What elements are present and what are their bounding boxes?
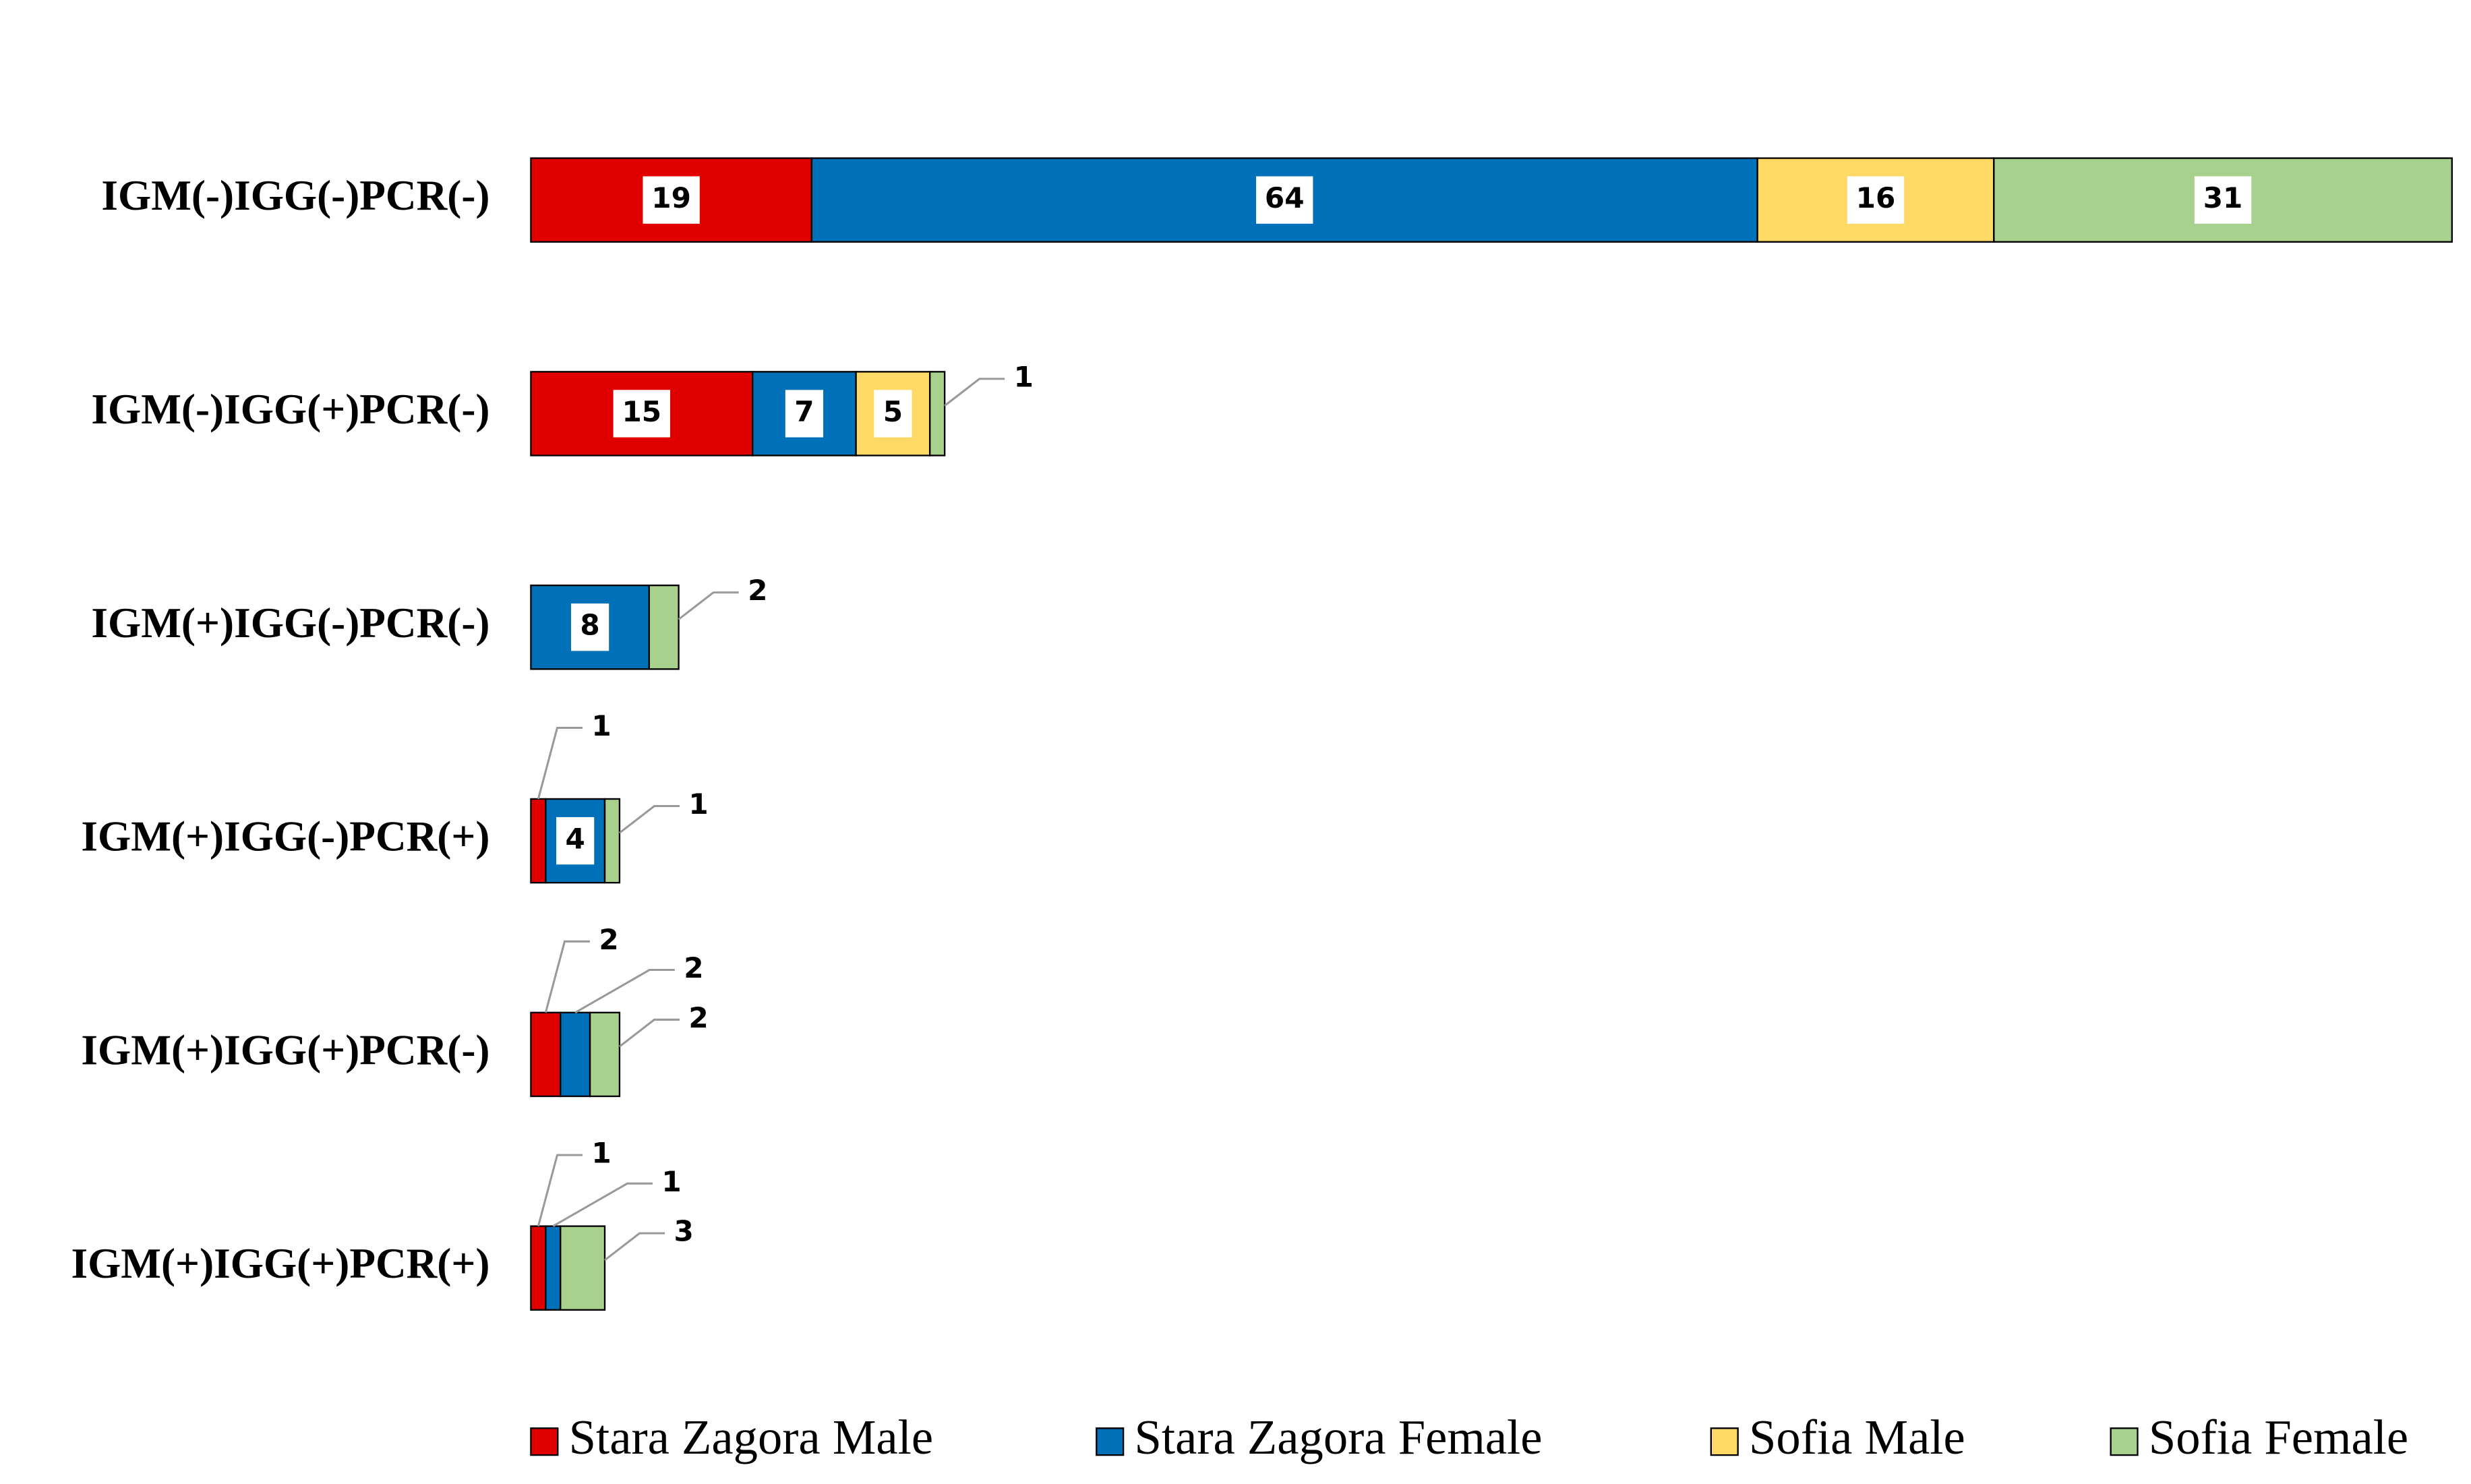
label-box bbox=[570, 603, 609, 651]
data-label: 1 bbox=[661, 1165, 681, 1198]
data-label: 2 bbox=[688, 1001, 708, 1034]
label-box bbox=[1256, 176, 1313, 224]
data-label: 2 bbox=[599, 923, 618, 956]
legend-swatch bbox=[1096, 1427, 1125, 1456]
data-label: 15 bbox=[622, 395, 661, 428]
label-box bbox=[874, 390, 912, 438]
data-label: 8 bbox=[580, 609, 599, 642]
bar-segment bbox=[560, 1225, 606, 1311]
category-label: IGM(-)IGG(-)PCR(-) bbox=[101, 172, 489, 219]
category-label: IGM(+)IGG(-)PCR(-) bbox=[91, 599, 489, 647]
label-box bbox=[613, 390, 670, 438]
legend-label: Sofia Male bbox=[1749, 1410, 1965, 1464]
data-label: 1 bbox=[688, 788, 708, 821]
data-label: 19 bbox=[651, 181, 691, 214]
legend-label: Stara Zagora Female bbox=[1135, 1410, 1543, 1464]
data-label: 16 bbox=[1856, 181, 1896, 214]
data-label: 1 bbox=[591, 709, 611, 742]
bar-segment bbox=[560, 1011, 591, 1098]
leader-line bbox=[574, 968, 675, 1014]
leader-line bbox=[552, 1182, 653, 1227]
label-box bbox=[785, 390, 824, 438]
bar-segment bbox=[589, 1011, 621, 1098]
label-box bbox=[2194, 176, 2252, 224]
leader-line bbox=[944, 378, 1005, 407]
data-label: 4 bbox=[566, 823, 585, 856]
data-label: 5 bbox=[883, 395, 903, 428]
leader-line bbox=[537, 727, 583, 800]
legend-swatch bbox=[2110, 1427, 2139, 1456]
data-label: 31 bbox=[2203, 181, 2243, 214]
leader-line bbox=[618, 804, 680, 834]
category-label: IGM(+)IGG(+)PCR(-) bbox=[81, 1026, 489, 1073]
label-box bbox=[556, 817, 595, 865]
category-label: IGM(+)IGG(-)PCR(+) bbox=[81, 813, 489, 860]
data-label: 3 bbox=[674, 1215, 693, 1248]
bar-segment bbox=[530, 1225, 547, 1311]
bar-segment bbox=[648, 584, 680, 670]
data-label: 2 bbox=[684, 951, 703, 984]
leader-line bbox=[618, 1018, 680, 1048]
bar-segment bbox=[545, 1225, 562, 1311]
leader-line bbox=[604, 1232, 665, 1262]
data-label: 64 bbox=[1265, 181, 1305, 214]
legend-label: Sofia Female bbox=[2149, 1410, 2408, 1464]
leader-line bbox=[544, 940, 590, 1013]
category-label: IGM(-)IGG(+)PCR(-) bbox=[91, 386, 489, 433]
data-label: 1 bbox=[1014, 360, 1034, 393]
legend-label: Stara Zagora Male bbox=[569, 1410, 933, 1464]
legend-swatch bbox=[1710, 1427, 1739, 1456]
data-label: 7 bbox=[794, 395, 814, 428]
bar-segment bbox=[603, 798, 621, 884]
category-label: IGM(+)IGG(+)PCR(+) bbox=[71, 1240, 489, 1287]
bar-segment bbox=[530, 1011, 562, 1098]
legend-swatch bbox=[530, 1427, 559, 1456]
bar-segment bbox=[530, 798, 547, 884]
bar-segment bbox=[929, 371, 946, 456]
label-box bbox=[643, 176, 700, 224]
leader-line bbox=[537, 1154, 583, 1226]
label-box bbox=[1847, 176, 1905, 224]
data-label: 2 bbox=[748, 574, 767, 607]
data-label: 1 bbox=[591, 1137, 611, 1170]
leader-line bbox=[678, 591, 739, 620]
